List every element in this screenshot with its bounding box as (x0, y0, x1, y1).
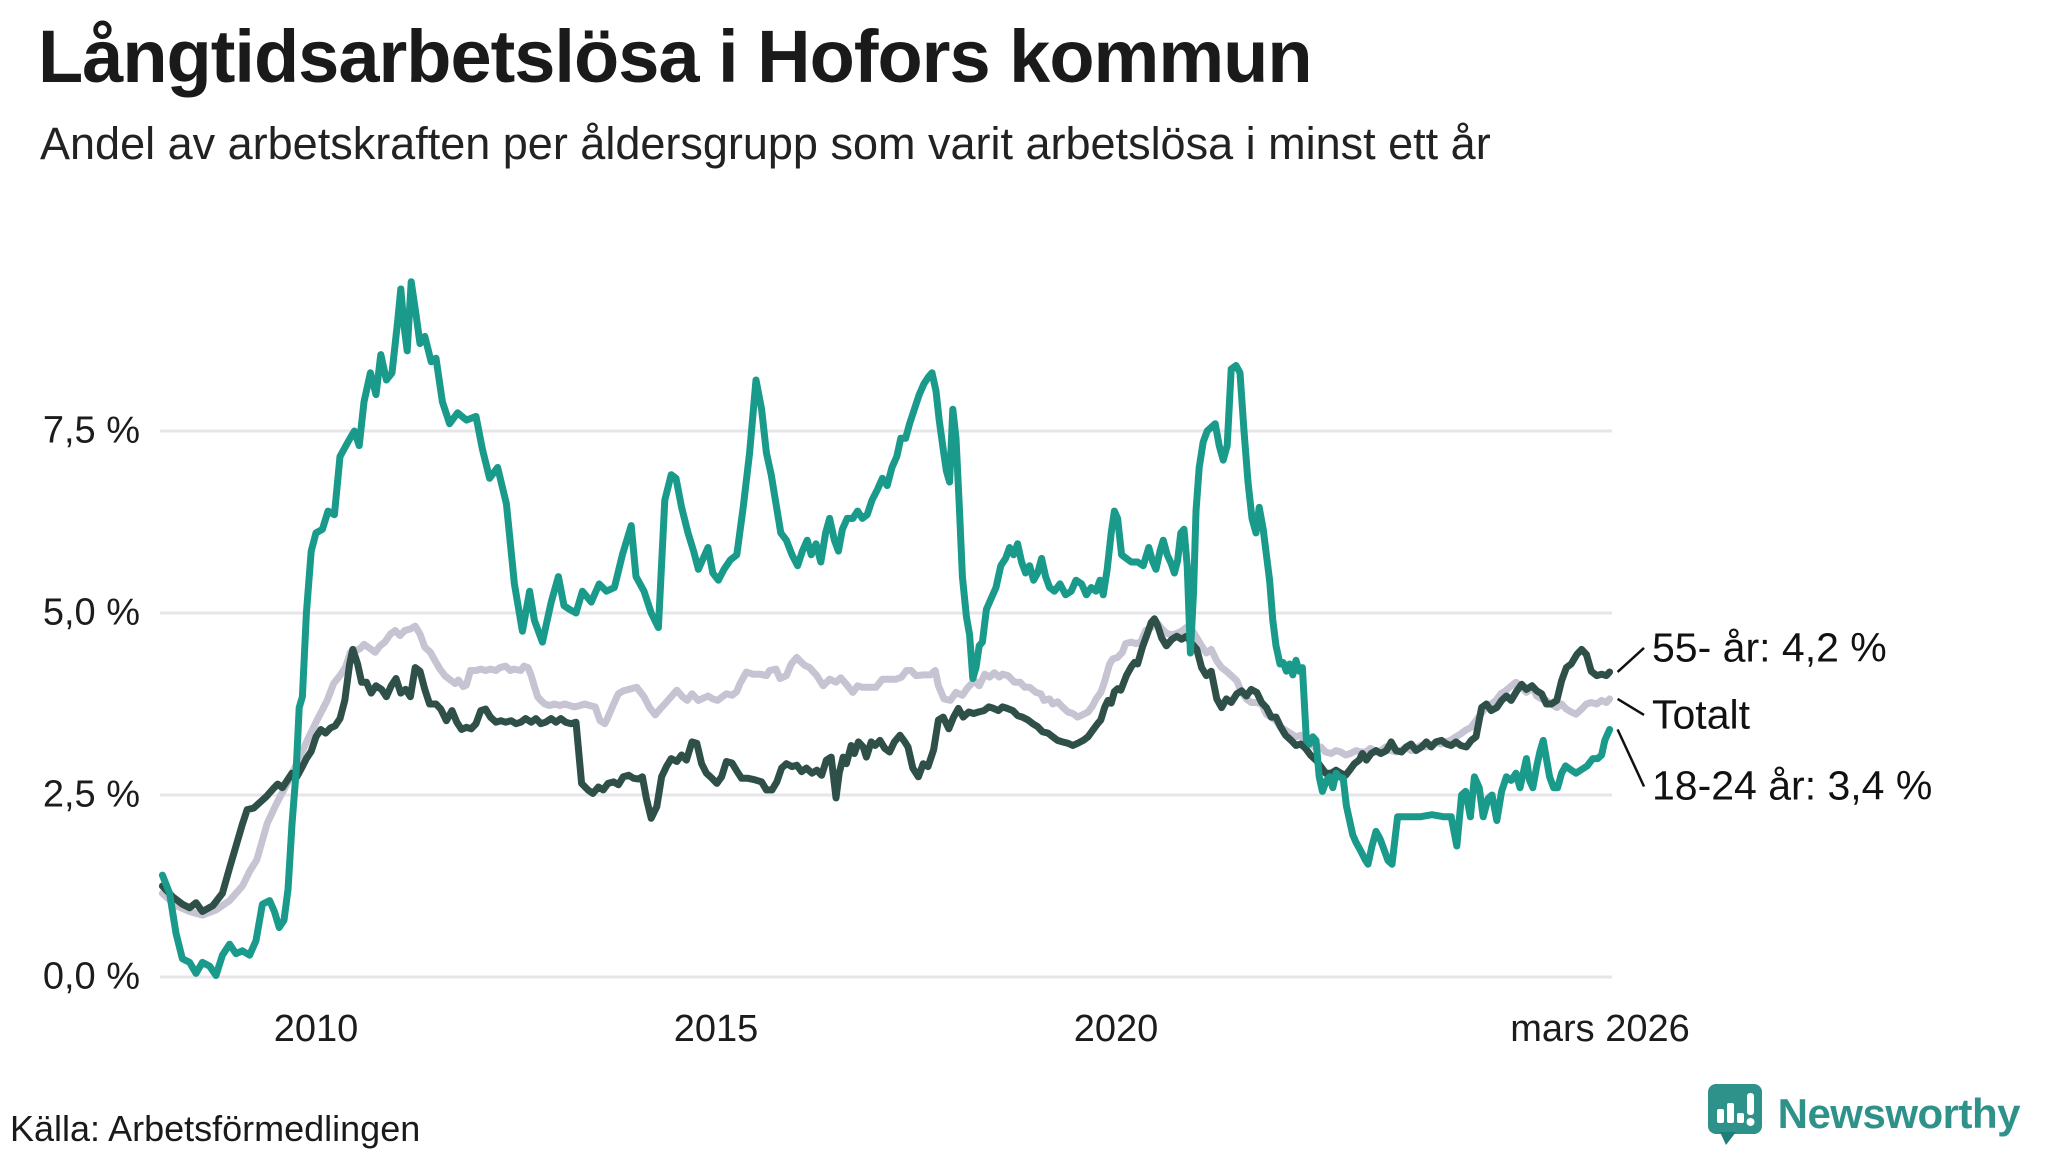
y-tick-label: 0,0 % (42, 955, 140, 998)
leader-line-55--r (1616, 647, 1645, 673)
chart-subtitle: Andel av arbetskraften per åldersgrupp s… (40, 118, 1491, 169)
y-tick-label: 5,0 % (42, 591, 140, 634)
series-line-Totalt (158, 617, 1614, 919)
y-tick-label: 7,5 % (42, 409, 140, 452)
newsworthy-bubble-icon (1707, 1084, 1762, 1145)
leader-line-18-24-r (1616, 728, 1646, 788)
end-label-Totalt: Totalt (1652, 691, 1750, 738)
end-label-55--r: 55- år: 4,2 % (1652, 624, 1887, 671)
newsworthy-logo[interactable]: Newsworthy (1706, 1082, 2021, 1146)
x-tick-label: 2015 (673, 1008, 759, 1050)
source-note: Källa: Arbetsförmedlingen (10, 1108, 421, 1149)
series-line-18-24-r (158, 278, 1614, 979)
leader-line-Totalt (1616, 697, 1645, 716)
y-tick-label: 2,5 % (42, 773, 140, 816)
chart-title: Långtidsarbetslösa i Hofors kommun (38, 15, 1313, 98)
x-tick-label: 2020 (1073, 1008, 1159, 1050)
series-line-55--r (158, 615, 1614, 915)
x-tick-label: 2010 (273, 1008, 359, 1050)
end-label-18-24-r: 18-24 år: 3,4 % (1652, 762, 1933, 809)
x-tick-label: mars 2026 (1510, 1008, 1690, 1050)
newsworthy-wordmark: Newsworthy (1777, 1090, 2021, 1137)
